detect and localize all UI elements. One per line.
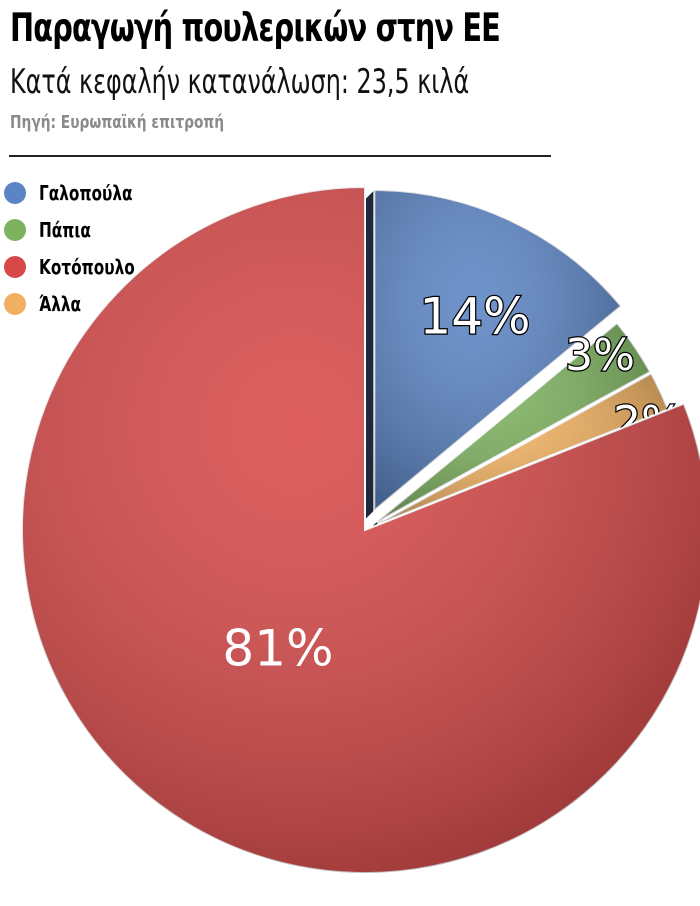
- divider: [9, 155, 551, 157]
- legend: Γαλοπούλα Πάπια Κοτόπουλο Άλλα: [4, 174, 152, 322]
- legend-label: Άλλα: [39, 291, 82, 316]
- legend-item: Γαλοπούλα: [4, 174, 152, 211]
- data-label: 3%: [565, 330, 635, 381]
- chart-subtitle: Κατά κεφαλήν κατανάλωση: 23,5 κιλά: [10, 62, 470, 102]
- legend-label: Γαλοπούλα: [39, 180, 133, 205]
- legend-item: Άλλα: [4, 285, 152, 322]
- legend-item: Κοτόπουλο: [4, 248, 152, 285]
- chart-title: Παραγωγή πουλερικών στην ΕΕ: [10, 6, 501, 51]
- slice-shading: [22, 187, 700, 873]
- legend-label: Κοτόπουλο: [39, 254, 135, 279]
- data-label: 81%: [222, 620, 333, 678]
- legend-item: Πάπια: [4, 211, 152, 248]
- legend-swatch: [4, 255, 26, 278]
- slice-shading: [377, 373, 668, 525]
- legend-swatch: [4, 292, 26, 315]
- legend-swatch: [4, 181, 26, 204]
- data-label: 14%: [419, 288, 530, 346]
- slice-shading: [374, 190, 621, 511]
- slice-shading: [376, 323, 650, 523]
- legend-swatch: [4, 218, 26, 241]
- chart-source: Πηγή: Ευρωπαϊκή επιτροπή: [10, 112, 225, 133]
- legend-label: Πάπια: [39, 217, 91, 242]
